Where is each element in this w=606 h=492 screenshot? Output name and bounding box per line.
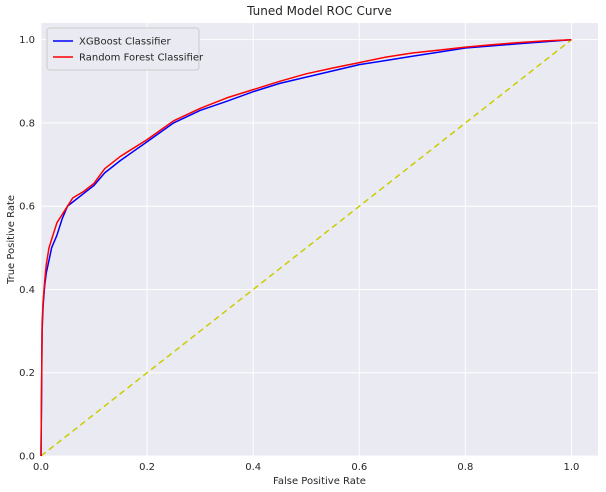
grid — [40, 23, 598, 457]
x-tick-label: 0.6 — [351, 462, 367, 473]
y-tick-label: 0.8 — [19, 118, 35, 129]
legend: XGBoost Classifier Random Forest Classifi… — [46, 27, 204, 71]
chart-title: Tuned Model ROC Curve — [246, 4, 392, 18]
legend-entry: Random Forest Classifier — [79, 53, 204, 64]
x-tick-label: 0.4 — [245, 462, 261, 473]
y-tick-label: 0.2 — [19, 368, 35, 379]
y-tick-label: 0.4 — [19, 285, 35, 296]
y-tick-label: 1.0 — [19, 35, 35, 46]
x-tick-label: 1.0 — [564, 462, 580, 473]
series-group — [40, 38, 572, 457]
x-tick-label: 0.0 — [33, 462, 49, 473]
plot-area — [41, 23, 598, 456]
x-tick-label: 0.2 — [139, 462, 155, 473]
series-line-0 — [40, 38, 572, 457]
x-axis-label: False Positive Rate — [273, 476, 366, 487]
y-tick-label: 0.0 — [19, 452, 35, 463]
axes: 0.0 0.2 0.4 0.6 0.8 1.0 0.0 0.2 0.4 0.6 0.8 1.0 — [19, 35, 579, 473]
legend-box — [46, 27, 200, 71]
y-tick-label: 0.6 — [19, 202, 35, 213]
series-line-1 — [40, 38, 572, 457]
legend-entry: XGBoost Classifier — [79, 37, 172, 48]
x-tick-label: 0.8 — [457, 462, 473, 473]
series-line-2 — [40, 39, 572, 457]
y-axis-label: True Positive Rate — [6, 195, 17, 285]
